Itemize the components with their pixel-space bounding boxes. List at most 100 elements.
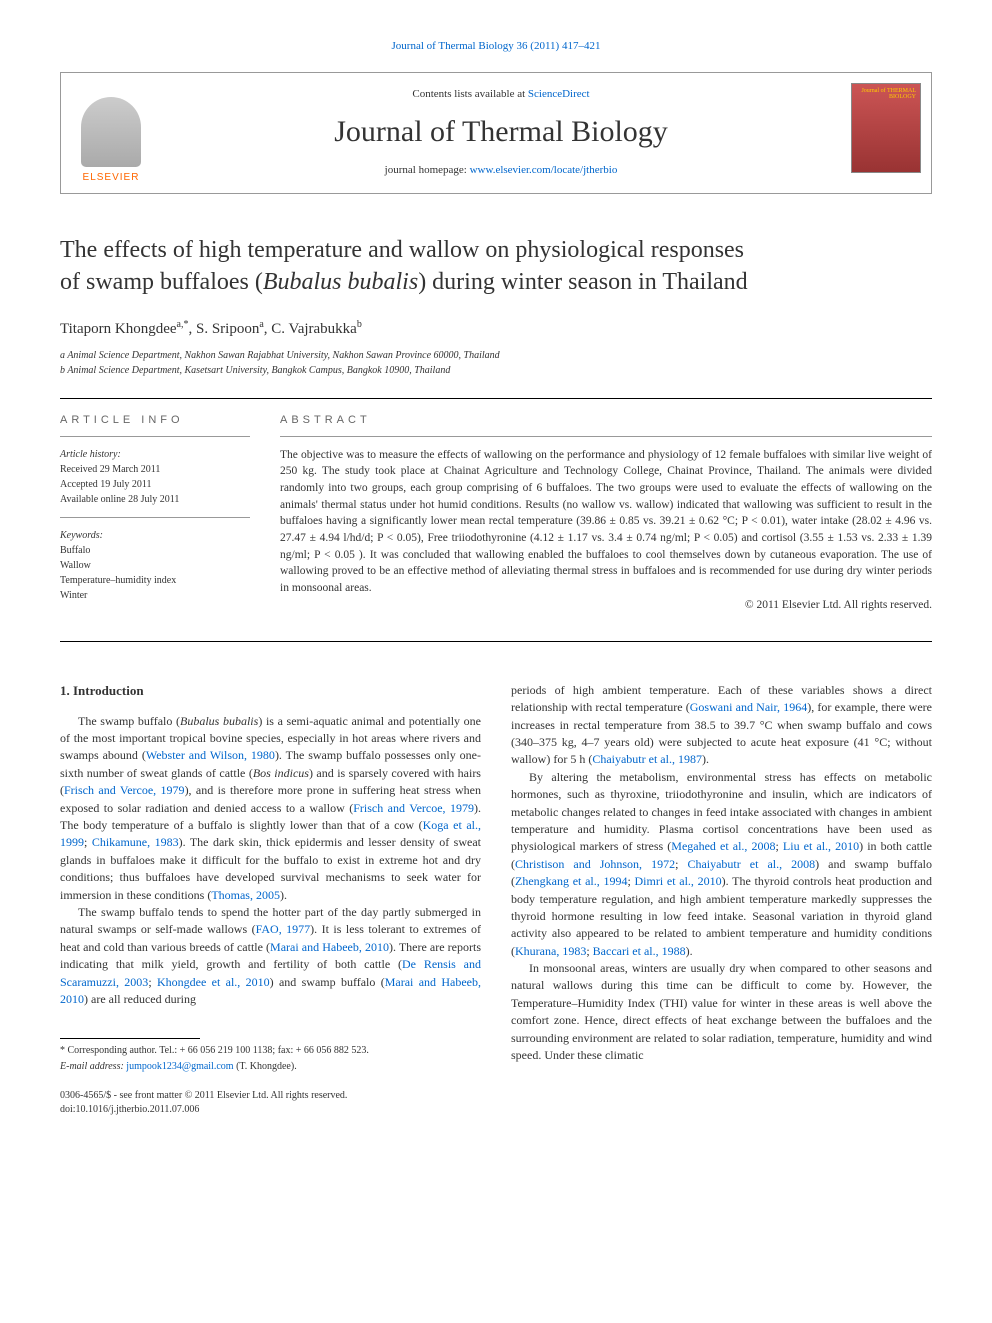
body-two-column: 1. Introduction The swamp buffalo (Bubal…	[60, 682, 932, 1117]
email-label: E-mail address:	[60, 1061, 126, 1072]
keywords-block: Keywords: Buffalo Wallow Temperature–hum…	[60, 528, 250, 603]
affiliations: a Animal Science Department, Nakhon Sawa…	[60, 348, 932, 378]
ref-megahed[interactable]: Megahed et al., 2008	[671, 839, 775, 853]
ref-chaiyabutr-2[interactable]: Chaiyabutr et al., 2008	[687, 857, 815, 871]
info-divider-2	[60, 517, 250, 518]
intro-para-1: The swamp buffalo (Bubalus bubalis) is a…	[60, 713, 481, 904]
info-abstract-row: ARTICLE INFO Article history: Received 2…	[60, 414, 932, 611]
ref-goswani[interactable]: Goswani and Nair, 1964	[690, 700, 807, 714]
ref-webster-wilson[interactable]: Webster and Wilson, 1980	[146, 748, 275, 762]
journal-cover-thumbnail[interactable]: Journal of THERMAL BIOLOGY	[851, 83, 921, 173]
online-date: Available online 28 July 2011	[60, 492, 250, 507]
abstract-column: ABSTRACT The objective was to measure th…	[280, 414, 932, 611]
homepage-link[interactable]: www.elsevier.com/locate/jtherbio	[470, 164, 618, 176]
p4i: ).	[686, 944, 693, 958]
title-line2a: of swamp buffaloes (	[60, 269, 263, 295]
p2f: ) are all reduced during	[84, 992, 196, 1006]
journal-cover-area: Journal of THERMAL BIOLOGY	[841, 73, 931, 193]
cover-text: Journal of THERMAL BIOLOGY	[861, 88, 916, 100]
info-divider-1	[60, 436, 250, 437]
keyword-1: Buffalo	[60, 543, 250, 558]
ref-thomas[interactable]: Thomas, 2005	[211, 888, 280, 902]
ref-zhengkang[interactable]: Zhengkang et al., 1994	[515, 874, 627, 888]
authors-line: Titaporn Khongdeea,*, S. Sripoona, C. Va…	[60, 319, 932, 338]
journal-citation-link[interactable]: Journal of Thermal Biology 36 (2011) 417…	[392, 40, 601, 52]
keyword-2: Wallow	[60, 558, 250, 573]
keyword-3: Temperature–humidity index	[60, 573, 250, 588]
ref-chaiyabutr-1[interactable]: Chaiyabutr et al., 1987	[592, 752, 702, 766]
p1g: ;	[84, 835, 92, 849]
top-journal-citation[interactable]: Journal of Thermal Biology 36 (2011) 417…	[60, 40, 932, 52]
p4d: ;	[675, 857, 687, 871]
author-2: , S. Sripoon	[188, 321, 259, 337]
p3c: ).	[702, 752, 709, 766]
p1-species: Bubalus bubalis	[180, 714, 258, 728]
author-3-aff: b	[357, 319, 362, 330]
issn-line: 0306-4565/$ - see front matter © 2011 El…	[60, 1089, 481, 1103]
p1-bos-indicus: Bos indicus	[253, 766, 309, 780]
corresponding-author-line: * Corresponding author. Tel.: + 66 056 2…	[60, 1044, 481, 1058]
journal-header-box: ELSEVIER Contents lists available at Sci…	[60, 72, 932, 194]
article-info-heading: ARTICLE INFO	[60, 414, 250, 426]
intro-para-3: periods of high ambient temperature. Eac…	[511, 682, 932, 769]
title-line2b: ) during winter season in Thailand	[418, 269, 747, 295]
contents-prefix: Contents lists available at	[412, 88, 527, 100]
elsevier-label: ELSEVIER	[83, 172, 140, 183]
homepage-prefix: journal homepage:	[385, 164, 470, 176]
p2e: ) and swamp buffalo (	[270, 975, 385, 989]
ref-khurana[interactable]: Khurana, 1983	[515, 944, 586, 958]
author-1: Titaporn Khongdee	[60, 321, 177, 337]
footer-meta: 0306-4565/$ - see front matter © 2011 El…	[60, 1089, 481, 1117]
p4f: ;	[627, 874, 634, 888]
intro-para-4: By altering the metabolism, environmenta…	[511, 769, 932, 960]
body-right-column: periods of high ambient temperature. Eac…	[511, 682, 932, 1117]
p2d: ;	[148, 975, 157, 989]
email-suffix: (T. Khongdee).	[234, 1061, 297, 1072]
body-left-column: 1. Introduction The swamp buffalo (Bubal…	[60, 682, 481, 1117]
abstract-text: The objective was to measure the effects…	[280, 447, 932, 597]
author-3: , C. Vajrabukka	[264, 321, 357, 337]
elsevier-logo-area: ELSEVIER	[61, 73, 161, 193]
keywords-label: Keywords:	[60, 528, 250, 543]
article-info-column: ARTICLE INFO Article history: Received 2…	[60, 414, 250, 611]
p1i: ).	[280, 888, 287, 902]
article-history-block: Article history: Received 29 March 2011 …	[60, 447, 250, 507]
email-link[interactable]: jumpook1234@gmail.com	[126, 1061, 233, 1072]
doi-line: doi:10.1016/j.jtherbio.2011.07.006	[60, 1103, 481, 1117]
title-species-italic: Bubalus bubalis	[263, 269, 418, 295]
journal-title: Journal of Thermal Biology	[181, 115, 821, 149]
affiliation-b: b Animal Science Department, Kasetsart U…	[60, 363, 932, 378]
affiliation-a: a Animal Science Department, Nakhon Sawa…	[60, 348, 932, 363]
received-date: Received 29 March 2011	[60, 462, 250, 477]
ref-fao[interactable]: FAO, 1977	[256, 922, 311, 936]
p1a: The swamp buffalo (	[78, 714, 180, 728]
ref-chikamune[interactable]: Chikamune, 1983	[92, 835, 179, 849]
elsevier-logo[interactable]: ELSEVIER	[71, 83, 151, 183]
article-title: The effects of high temperature and wall…	[60, 234, 932, 299]
divider-bottom	[60, 641, 932, 642]
elsevier-tree-icon	[81, 97, 141, 167]
ref-liu[interactable]: Liu et al., 2010	[783, 839, 859, 853]
page-container: Journal of Thermal Biology 36 (2011) 417…	[0, 0, 992, 1157]
ref-khongdee[interactable]: Khongdee et al., 2010	[157, 975, 270, 989]
footer-divider	[60, 1038, 200, 1039]
intro-para-5: In monsoonal areas, winters are usually …	[511, 960, 932, 1064]
ref-frisch-2[interactable]: Frisch and Vercoe, 1979	[353, 801, 474, 815]
contents-line: Contents lists available at ScienceDirec…	[181, 88, 821, 100]
ref-baccari[interactable]: Baccari et al., 1988	[593, 944, 686, 958]
email-line: E-mail address: jumpook1234@gmail.com (T…	[60, 1060, 481, 1074]
history-label: Article history:	[60, 447, 250, 462]
intro-para-2: The swamp buffalo tends to spend the hot…	[60, 904, 481, 1008]
ref-marai-1[interactable]: Marai and Habeeb, 2010	[270, 940, 389, 954]
keyword-4: Winter	[60, 588, 250, 603]
accepted-date: Accepted 19 July 2011	[60, 477, 250, 492]
ref-frisch-1[interactable]: Frisch and Vercoe, 1979	[64, 783, 185, 797]
ref-dimri[interactable]: Dimri et al., 2010	[635, 874, 722, 888]
sciencedirect-link[interactable]: ScienceDirect	[528, 88, 590, 100]
divider-top	[60, 398, 932, 399]
ref-christison[interactable]: Christison and Johnson, 1972	[515, 857, 675, 871]
abstract-copyright: © 2011 Elsevier Ltd. All rights reserved…	[280, 599, 932, 611]
homepage-line: journal homepage: www.elsevier.com/locat…	[181, 164, 821, 176]
abstract-divider	[280, 436, 932, 437]
p4b: ;	[775, 839, 782, 853]
